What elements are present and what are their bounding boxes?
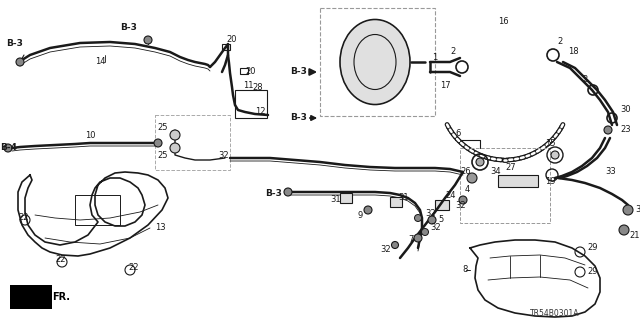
Circle shape (414, 234, 422, 242)
Text: 29: 29 (587, 268, 598, 276)
Bar (340, 193, 352, 203)
Circle shape (459, 196, 467, 204)
Bar (10, 285, 52, 309)
Circle shape (551, 151, 559, 159)
Circle shape (144, 36, 152, 44)
Circle shape (154, 139, 162, 147)
Text: 32: 32 (455, 201, 466, 210)
Bar (155, 115, 230, 170)
Text: 14: 14 (95, 58, 106, 67)
Text: B-3: B-3 (6, 39, 23, 49)
Text: 12: 12 (255, 108, 266, 116)
Circle shape (422, 228, 429, 236)
Circle shape (170, 143, 180, 153)
Circle shape (392, 242, 399, 249)
Text: 32: 32 (425, 209, 436, 218)
Text: B-3: B-3 (120, 23, 137, 33)
Text: 25: 25 (157, 150, 168, 159)
Circle shape (170, 130, 180, 140)
Text: 3: 3 (635, 205, 640, 214)
Text: TR54B0301A: TR54B0301A (530, 308, 579, 317)
Text: 2: 2 (582, 76, 588, 84)
Text: 31: 31 (330, 196, 340, 204)
Text: 13: 13 (155, 223, 166, 233)
Circle shape (284, 188, 292, 196)
Text: 8: 8 (462, 266, 467, 275)
Text: 4: 4 (465, 186, 470, 195)
Text: 34: 34 (490, 167, 500, 177)
Text: 31: 31 (398, 193, 408, 202)
Circle shape (623, 205, 633, 215)
Text: 1: 1 (432, 53, 437, 62)
Text: 22: 22 (18, 213, 29, 222)
Bar (222, 44, 230, 50)
Bar (498, 175, 538, 187)
Text: 33: 33 (605, 167, 616, 177)
Text: 32: 32 (380, 245, 390, 254)
Circle shape (16, 58, 24, 66)
Bar (235, 90, 267, 118)
Ellipse shape (341, 20, 409, 103)
Text: 5: 5 (438, 215, 444, 225)
Text: 21: 21 (629, 230, 639, 239)
Text: 20: 20 (226, 36, 237, 44)
Text: 10: 10 (85, 131, 95, 140)
Text: 32: 32 (430, 223, 440, 233)
Text: 24: 24 (445, 190, 456, 199)
Text: 29: 29 (587, 244, 598, 252)
Circle shape (604, 126, 612, 134)
Circle shape (415, 214, 422, 221)
Text: B-4: B-4 (0, 143, 17, 153)
Bar (435, 200, 449, 210)
Circle shape (428, 216, 436, 224)
Text: B-3: B-3 (265, 188, 282, 197)
Bar (390, 197, 402, 207)
Text: 22: 22 (55, 255, 65, 265)
Circle shape (4, 144, 12, 152)
Text: B-3: B-3 (290, 114, 307, 123)
Text: 18: 18 (568, 47, 579, 57)
Text: 15: 15 (545, 139, 556, 148)
Text: 2: 2 (557, 37, 563, 46)
Text: 26: 26 (460, 167, 470, 177)
Text: 23: 23 (620, 125, 630, 134)
Text: 27: 27 (505, 164, 516, 172)
Text: 25: 25 (157, 124, 168, 132)
Text: 6: 6 (455, 129, 460, 138)
Text: 32: 32 (218, 151, 228, 161)
Bar (240, 68, 248, 74)
Circle shape (364, 206, 372, 214)
Circle shape (467, 173, 477, 183)
Text: 22: 22 (128, 263, 138, 273)
Text: 2: 2 (450, 47, 455, 57)
Circle shape (476, 158, 484, 166)
Text: FR.: FR. (52, 292, 70, 302)
Text: 19: 19 (545, 178, 556, 187)
Text: 11: 11 (243, 82, 253, 91)
Bar (75, 195, 120, 225)
Text: 20: 20 (245, 68, 255, 76)
Text: B-3: B-3 (290, 68, 307, 76)
Bar (460, 148, 550, 223)
Text: 17: 17 (440, 81, 451, 90)
Text: 7: 7 (408, 236, 413, 244)
Text: 16: 16 (498, 18, 509, 27)
Circle shape (619, 225, 629, 235)
Text: 28: 28 (252, 84, 262, 92)
Bar (320, 8, 435, 116)
Text: 30: 30 (620, 106, 630, 115)
Text: 9: 9 (358, 211, 364, 220)
